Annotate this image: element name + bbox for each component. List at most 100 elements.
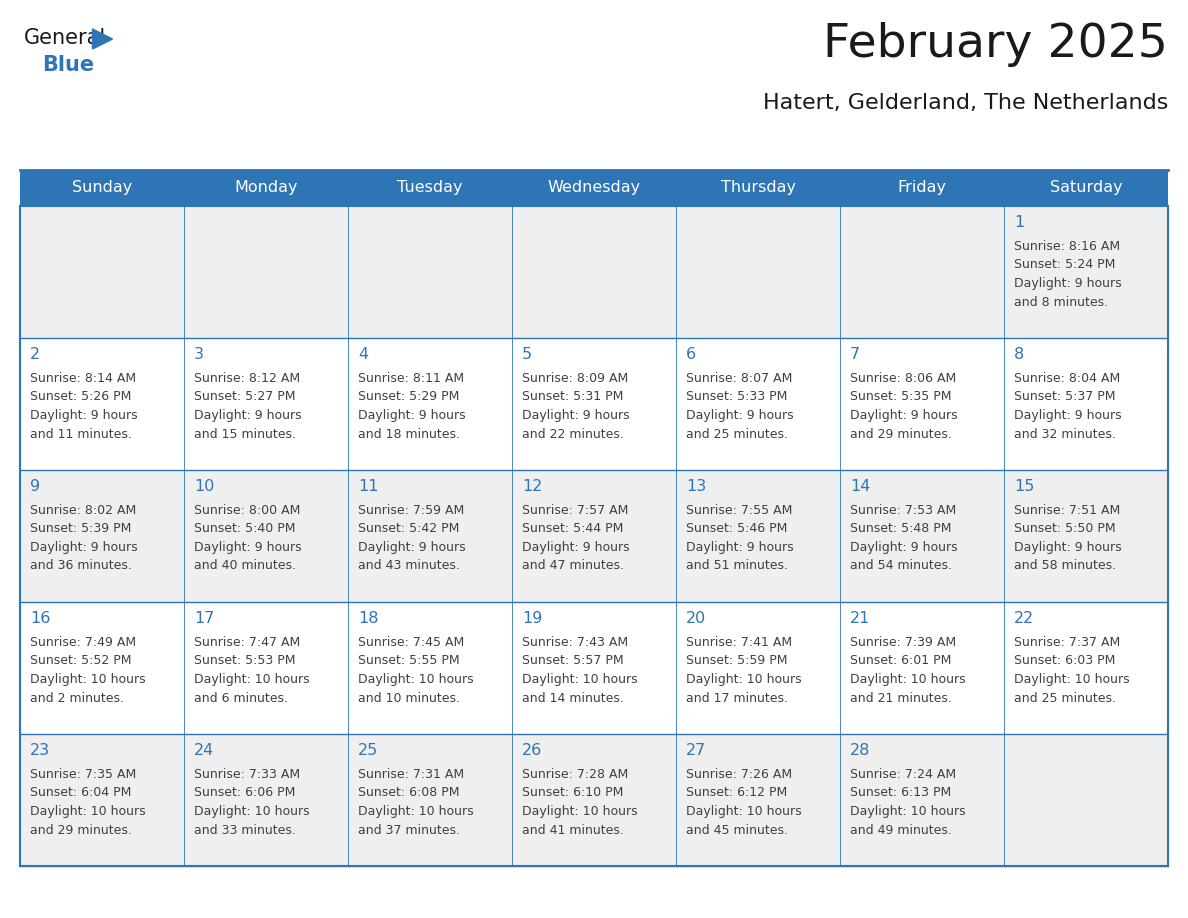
- Text: Saturday: Saturday: [1050, 181, 1123, 196]
- Text: Daylight: 10 hours: Daylight: 10 hours: [522, 673, 638, 686]
- Text: Daylight: 9 hours: Daylight: 9 hours: [30, 541, 138, 554]
- Text: Daylight: 10 hours: Daylight: 10 hours: [30, 805, 146, 818]
- Text: Sunrise: 7:51 AM: Sunrise: 7:51 AM: [1015, 504, 1120, 517]
- Text: Daylight: 10 hours: Daylight: 10 hours: [849, 805, 966, 818]
- Text: and 22 minutes.: and 22 minutes.: [522, 428, 624, 441]
- Text: Sunrise: 7:47 AM: Sunrise: 7:47 AM: [194, 636, 301, 649]
- Text: and 47 minutes.: and 47 minutes.: [522, 559, 624, 573]
- Text: Sunrise: 8:14 AM: Sunrise: 8:14 AM: [30, 372, 137, 385]
- Text: and 15 minutes.: and 15 minutes.: [194, 428, 296, 441]
- Text: Sunset: 5:55 PM: Sunset: 5:55 PM: [358, 655, 460, 667]
- Text: Daylight: 9 hours: Daylight: 9 hours: [194, 409, 302, 422]
- Bar: [184, 470, 348, 602]
- Text: Sunset: 6:03 PM: Sunset: 6:03 PM: [1015, 655, 1116, 667]
- Text: Sunrise: 8:06 AM: Sunrise: 8:06 AM: [849, 372, 956, 385]
- Text: 12: 12: [522, 479, 543, 494]
- Text: Sunset: 6:06 PM: Sunset: 6:06 PM: [194, 787, 296, 800]
- Text: 9: 9: [30, 479, 40, 494]
- Text: Sunset: 6:08 PM: Sunset: 6:08 PM: [358, 787, 460, 800]
- Text: Sunset: 5:37 PM: Sunset: 5:37 PM: [1015, 390, 1116, 404]
- Text: Sunset: 6:12 PM: Sunset: 6:12 PM: [685, 787, 788, 800]
- Text: 26: 26: [522, 743, 542, 758]
- Text: Sunset: 6:13 PM: Sunset: 6:13 PM: [849, 787, 952, 800]
- Bar: [1004, 602, 1168, 734]
- Bar: [184, 206, 348, 338]
- Bar: [676, 470, 840, 602]
- Text: Sunset: 6:10 PM: Sunset: 6:10 PM: [522, 787, 624, 800]
- Text: 21: 21: [849, 611, 871, 626]
- Text: Tuesday: Tuesday: [397, 181, 463, 196]
- Text: and 41 minutes.: and 41 minutes.: [522, 823, 624, 836]
- Text: 18: 18: [358, 611, 379, 626]
- Text: 24: 24: [194, 743, 214, 758]
- Text: Daylight: 9 hours: Daylight: 9 hours: [522, 541, 630, 554]
- Bar: [184, 734, 348, 866]
- Polygon shape: [93, 29, 113, 49]
- Text: 8: 8: [1015, 347, 1024, 362]
- Text: Sunset: 5:40 PM: Sunset: 5:40 PM: [194, 522, 296, 535]
- Bar: [1004, 338, 1168, 470]
- Text: Daylight: 10 hours: Daylight: 10 hours: [194, 673, 310, 686]
- Text: Daylight: 9 hours: Daylight: 9 hours: [194, 541, 302, 554]
- Text: Daylight: 9 hours: Daylight: 9 hours: [849, 409, 958, 422]
- Text: Daylight: 9 hours: Daylight: 9 hours: [849, 541, 958, 554]
- Text: Sunrise: 8:07 AM: Sunrise: 8:07 AM: [685, 372, 792, 385]
- Text: Sunset: 6:04 PM: Sunset: 6:04 PM: [30, 787, 132, 800]
- Text: 19: 19: [522, 611, 543, 626]
- Text: 11: 11: [358, 479, 379, 494]
- Bar: [348, 338, 512, 470]
- Text: Sunrise: 8:04 AM: Sunrise: 8:04 AM: [1015, 372, 1120, 385]
- Text: Sunset: 5:53 PM: Sunset: 5:53 PM: [194, 655, 296, 667]
- Text: Friday: Friday: [897, 181, 947, 196]
- Text: Wednesday: Wednesday: [548, 181, 640, 196]
- Bar: [20, 602, 184, 734]
- Text: Sunset: 5:44 PM: Sunset: 5:44 PM: [522, 522, 624, 535]
- Text: 1: 1: [1015, 215, 1024, 230]
- Text: Sunset: 5:52 PM: Sunset: 5:52 PM: [30, 655, 132, 667]
- Bar: [676, 602, 840, 734]
- Text: Sunrise: 7:49 AM: Sunrise: 7:49 AM: [30, 636, 137, 649]
- Text: General: General: [24, 28, 106, 48]
- Text: Sunrise: 7:53 AM: Sunrise: 7:53 AM: [849, 504, 956, 517]
- Bar: [348, 470, 512, 602]
- Bar: [840, 734, 1004, 866]
- Bar: [676, 734, 840, 866]
- Text: 23: 23: [30, 743, 50, 758]
- Bar: [512, 602, 676, 734]
- Text: 28: 28: [849, 743, 871, 758]
- Text: 17: 17: [194, 611, 214, 626]
- Bar: [20, 470, 184, 602]
- Text: Daylight: 9 hours: Daylight: 9 hours: [1015, 409, 1121, 422]
- Text: Sunset: 5:50 PM: Sunset: 5:50 PM: [1015, 522, 1116, 535]
- Bar: [348, 734, 512, 866]
- Text: Sunrise: 7:24 AM: Sunrise: 7:24 AM: [849, 768, 956, 781]
- Text: Sunset: 5:59 PM: Sunset: 5:59 PM: [685, 655, 788, 667]
- Text: Sunrise: 8:11 AM: Sunrise: 8:11 AM: [358, 372, 465, 385]
- Text: and 17 minutes.: and 17 minutes.: [685, 691, 788, 704]
- Text: 2: 2: [30, 347, 40, 362]
- Text: Daylight: 10 hours: Daylight: 10 hours: [358, 673, 474, 686]
- Text: and 51 minutes.: and 51 minutes.: [685, 559, 788, 573]
- Text: Daylight: 9 hours: Daylight: 9 hours: [685, 541, 794, 554]
- Bar: [20, 170, 1168, 206]
- Text: Sunrise: 8:16 AM: Sunrise: 8:16 AM: [1015, 240, 1120, 253]
- Text: and 21 minutes.: and 21 minutes.: [849, 691, 952, 704]
- Text: and 18 minutes.: and 18 minutes.: [358, 428, 460, 441]
- Text: and 6 minutes.: and 6 minutes.: [194, 691, 287, 704]
- Text: and 29 minutes.: and 29 minutes.: [849, 428, 952, 441]
- Bar: [840, 602, 1004, 734]
- Text: and 29 minutes.: and 29 minutes.: [30, 823, 132, 836]
- Text: 27: 27: [685, 743, 706, 758]
- Text: Blue: Blue: [42, 55, 94, 75]
- Text: Sunset: 5:26 PM: Sunset: 5:26 PM: [30, 390, 132, 404]
- Text: Sunset: 5:35 PM: Sunset: 5:35 PM: [849, 390, 952, 404]
- Text: and 49 minutes.: and 49 minutes.: [849, 823, 952, 836]
- Text: and 37 minutes.: and 37 minutes.: [358, 823, 460, 836]
- Text: Daylight: 10 hours: Daylight: 10 hours: [1015, 673, 1130, 686]
- Text: and 25 minutes.: and 25 minutes.: [685, 428, 788, 441]
- Text: 25: 25: [358, 743, 378, 758]
- Bar: [348, 602, 512, 734]
- Text: Sunrise: 8:12 AM: Sunrise: 8:12 AM: [194, 372, 301, 385]
- Bar: [348, 206, 512, 338]
- Text: 4: 4: [358, 347, 368, 362]
